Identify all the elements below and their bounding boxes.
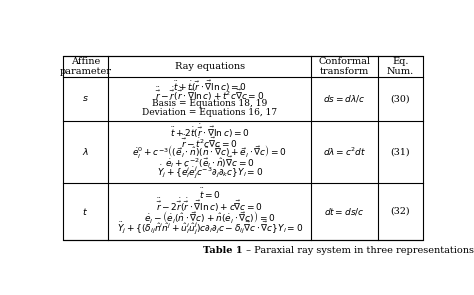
Text: Basis = Equations 18, 19: Basis = Equations 18, 19: [152, 99, 267, 108]
Text: $\lambda$: $\lambda$: [82, 146, 89, 158]
Text: $s$: $s$: [82, 94, 89, 104]
Text: $d\lambda = c^2 dt$: $d\lambda = c^2 dt$: [323, 146, 366, 158]
Text: $\dot{Y}_j + \{\dot{e}_l^i \dot{e}_j^j c^{-3} \partial_j \partial_k c\} Y_l = 0$: $\dot{Y}_j + \{\dot{e}_l^i \dot{e}_j^j c…: [156, 164, 263, 181]
Text: (30): (30): [391, 94, 410, 104]
Text: $ds = d\lambda/c$: $ds = d\lambda/c$: [323, 94, 366, 104]
Text: (32): (32): [391, 207, 410, 216]
Text: Ray equations: Ray equations: [174, 62, 245, 71]
Text: $\ddot{t} + \dot{t}(\dot{\vec{r}} \cdot \vec{\nabla} \ln c) = 0$: $\ddot{t} + \dot{t}(\dot{\vec{r}} \cdot …: [173, 77, 246, 94]
Text: $\dot{e}_l + c^{-2}(\vec{e}_l \cdot \hat{n})\vec{\nabla} c = 0$: $\dot{e}_l + c^{-2}(\vec{e}_l \cdot \hat…: [165, 154, 255, 170]
Text: $\dot{e}_l - \left(\dot{e}_l(\hat{n} \cdot \vec{\nabla} c) + \hat{n}(\dot{e}_l \: $\dot{e}_l - \left(\dot{e}_l(\hat{n} \cd…: [144, 209, 275, 225]
Text: – Paraxial ray system in three representations: – Paraxial ray system in three represent…: [243, 245, 474, 255]
Text: Conformal
transform: Conformal transform: [319, 57, 371, 76]
Text: $\ddot{t} + 2\dot{t}(\dot{\vec{r}} \cdot \vec{\nabla} \ln c) = 0$: $\ddot{t} + 2\dot{t}(\dot{\vec{r}} \cdot…: [170, 123, 249, 140]
Text: $\ddot{\vec{r}} - \dot{\vec{r}}(\dot{\vec{r}} \cdot \vec{\nabla} \ln c) + \dot{t: $\ddot{\vec{r}} - \dot{\vec{r}}(\dot{\ve…: [155, 86, 264, 103]
Text: (31): (31): [391, 148, 410, 156]
Text: $\ddot{\vec{r}} - \dot{t}^2 c\vec{\nabla} c = 0$: $\ddot{\vec{r}} - \dot{t}^2 c\vec{\nabla…: [181, 134, 238, 150]
Text: $t$: $t$: [82, 206, 89, 217]
Bar: [63, 56, 423, 240]
Text: $\ddot{t} = 0$: $\ddot{t} = 0$: [199, 187, 220, 201]
Text: $dt = ds/c$: $dt = ds/c$: [324, 206, 365, 217]
Text: Table 1: Table 1: [203, 245, 243, 255]
Text: $\ddot{Y}_j + \{(\delta_{lj}\hat{n}^i \hat{n}^j + \hat{u}_l^i \hat{u}_j^j)c\part: $\ddot{Y}_j + \{(\delta_{lj}\hat{n}^i \h…: [117, 220, 303, 237]
Text: $\dot{e}_l^0 + c^{-3}\left((\vec{e}_l \cdot \hat{n})(\hat{n} \cdot \vec{\nabla} : $\dot{e}_l^0 + c^{-3}\left((\vec{e}_l \c…: [132, 143, 287, 160]
Text: Deviation = Equations 16, 17: Deviation = Equations 16, 17: [142, 108, 277, 117]
Text: Affine
parameter: Affine parameter: [59, 57, 111, 76]
Text: $\ddot{\vec{r}} - 2\dot{\vec{r}}(\dot{\vec{r}} \cdot \vec{\nabla} \ln c) + c\vec: $\ddot{\vec{r}} - 2\dot{\vec{r}}(\dot{\v…: [156, 197, 263, 214]
Text: Eq.
Num.: Eq. Num.: [387, 57, 414, 76]
